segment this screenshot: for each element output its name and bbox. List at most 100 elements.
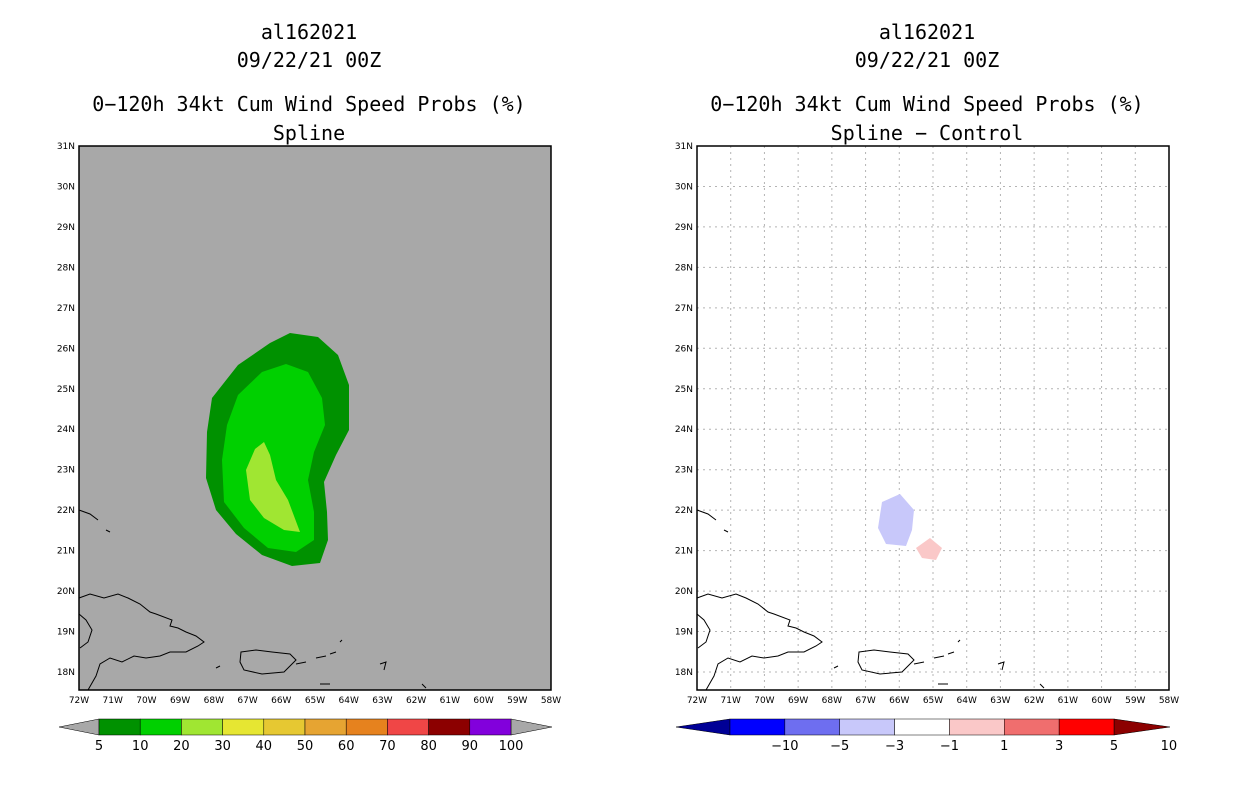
virgin-islands-coast <box>913 639 961 665</box>
colorbar-label: −1 <box>940 739 959 754</box>
colorbar-swatch <box>181 718 223 736</box>
lon-tick-label: 64W <box>339 696 359 706</box>
lon-tick-label: 68W <box>822 696 842 706</box>
lat-tick-label: 31N <box>675 142 693 152</box>
lat-tick-label: 24N <box>675 425 693 435</box>
lon-tick-label: 61W <box>1058 696 1078 706</box>
colorbar-label: 60 <box>338 739 355 754</box>
colorbar-label: 40 <box>256 739 273 754</box>
colorbar-swatch <box>949 718 1005 736</box>
lat-tick-label: 25N <box>57 385 75 395</box>
lat-tick-label: 27N <box>57 304 75 314</box>
lat-tick-label: 21N <box>57 547 75 557</box>
lon-tick-label: 62W <box>406 696 426 706</box>
lon-tick-label: 72W <box>69 696 89 706</box>
lat-tick-label: 26N <box>675 344 693 354</box>
colorbar-swatch <box>839 718 895 736</box>
lat-tick-label: 29N <box>675 223 693 233</box>
colorbar-label: −10 <box>771 739 798 754</box>
prob-contour-10 <box>222 364 325 552</box>
lon-tick-label: 59W <box>507 696 527 706</box>
datetime-title: 09/22/21 00Z <box>236 48 382 72</box>
colorbar-label: 1 <box>1000 739 1008 754</box>
lon-tick-label: 60W <box>1091 696 1111 706</box>
lat-tick-label: 26N <box>57 344 75 354</box>
lon-tick-label: 72W <box>687 696 707 706</box>
colorbar-label: 5 <box>1110 739 1118 754</box>
colorbar-label: 100 <box>499 739 524 754</box>
lon-tick-label: 69W <box>788 696 808 706</box>
colorbar-swatch <box>428 718 471 736</box>
lat-tick-label: 22N <box>57 506 75 516</box>
diff-contour-negative <box>878 494 914 546</box>
colorbar-swatch <box>263 718 306 736</box>
colorbar-label: 3 <box>1055 739 1063 754</box>
prob-contour-20 <box>246 442 300 532</box>
virgin-islands-coast <box>295 639 343 665</box>
lon-tick-label: 65W <box>923 696 943 706</box>
colorbar-swatch <box>345 718 388 736</box>
lat-tick-label: 30N <box>57 182 75 192</box>
colorbar-label: 50 <box>297 739 314 754</box>
left-map: 18N 19N 20N 21N 22N 23N 24N 25N 26N 27N 28N 29N 30N 3… <box>57 142 561 754</box>
colorbar-swatch <box>469 718 512 736</box>
right-panel: al162021 09/22/21 00Z 0−120h 34kt Cum Wi… <box>618 0 1236 800</box>
colorbar-swatch <box>1004 718 1060 736</box>
colorbar-swatch <box>222 718 265 736</box>
lon-tick-label: 62W <box>1024 696 1044 706</box>
lon-tick-label: 67W <box>855 696 875 706</box>
colorbar-swatch <box>304 718 347 736</box>
lat-tick-label: 20N <box>57 587 75 597</box>
lat-tick-label: 27N <box>675 304 693 314</box>
colorbar-label: 10 <box>132 739 149 754</box>
lat-tick-label: 20N <box>675 587 693 597</box>
lat-tick-label: 23N <box>675 466 693 476</box>
lat-tick-label: 30N <box>675 182 693 192</box>
lat-tick-label: 23N <box>57 466 75 476</box>
peninsula-coast <box>78 613 93 649</box>
small-islands-coast <box>833 661 1045 689</box>
colorbar-swatch <box>784 718 840 736</box>
storm-id-title: al162021 <box>260 20 358 44</box>
lat-tick-label: 21N <box>675 547 693 557</box>
lat-tick-label: 19N <box>675 628 693 638</box>
colorbar-label: 90 <box>462 739 479 754</box>
lat-tick-label: 19N <box>57 628 75 638</box>
colorbar-label: 20 <box>173 739 190 754</box>
colorbar-high-arrow <box>1113 718 1171 736</box>
product-title: 0−120h 34kt Cum Wind Speed Probs (%) <box>92 92 526 116</box>
colorbar-swatch <box>139 718 182 736</box>
lon-tick-label: 59W <box>1125 696 1145 706</box>
lon-tick-label: 64W <box>957 696 977 706</box>
lat-tick-label: 24N <box>57 425 75 435</box>
colorbar-label: −3 <box>885 739 904 754</box>
lon-tick-label: 58W <box>1159 696 1179 706</box>
lat-tick-label: 31N <box>57 142 75 152</box>
diff-contour-positive <box>916 538 942 560</box>
lat-tick-label: 25N <box>675 385 693 395</box>
lon-tick-label: 65W <box>305 696 325 706</box>
colorbar-swatch <box>98 718 141 736</box>
lon-tick-label: 69W <box>170 696 190 706</box>
colorbar-label: 10 <box>1161 739 1178 754</box>
colorbar-label: 70 <box>379 739 396 754</box>
colorbar-label: −5 <box>830 739 849 754</box>
lat-tick-label: 28N <box>675 263 693 273</box>
lon-tick-label: 70W <box>136 696 156 706</box>
panel-subtitle: Spline <box>272 121 346 145</box>
lon-tick-label: 61W <box>440 696 460 706</box>
lat-tick-label: 28N <box>57 263 75 273</box>
hispaniola-coast <box>696 593 823 691</box>
lon-tick-label: 66W <box>271 696 291 706</box>
coastlines <box>78 509 427 691</box>
lon-tick-label: 71W <box>103 696 123 706</box>
lon-tick-label: 63W <box>990 696 1010 706</box>
panel-subtitle: Spline − Control <box>830 121 1024 145</box>
small-islands-coast <box>215 661 427 689</box>
map-frame <box>78 145 552 691</box>
lon-tick-label: 70W <box>754 696 774 706</box>
lon-tick-label: 63W <box>372 696 392 706</box>
hispaniola-coast <box>78 593 205 691</box>
storm-id-title: al162021 <box>878 20 976 44</box>
left-panel: al162021 09/22/21 00Z 0−120h 34kt Cum Wi… <box>57 20 561 754</box>
